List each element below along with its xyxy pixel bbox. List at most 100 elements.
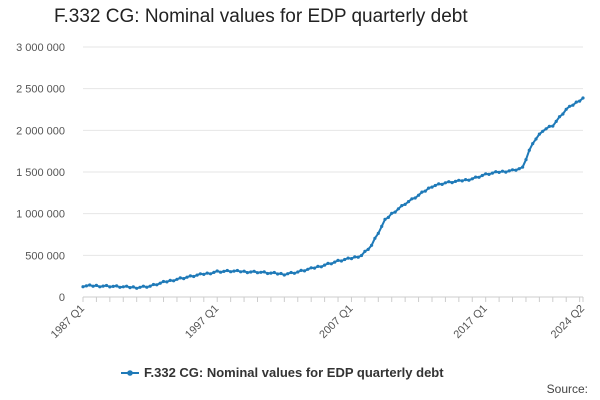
data-point[interactable] (343, 257, 347, 262)
data-point[interactable] (557, 115, 562, 119)
data-point[interactable] (484, 172, 488, 176)
data-point[interactable] (178, 276, 182, 280)
data-point[interactable] (500, 169, 505, 173)
data-point[interactable] (400, 204, 404, 208)
data-point[interactable] (477, 175, 481, 179)
data-point[interactable] (433, 183, 437, 188)
data-point[interactable] (195, 273, 199, 277)
data-point[interactable] (108, 285, 112, 289)
data-point[interactable] (175, 277, 179, 281)
data-point[interactable] (84, 284, 88, 288)
data-point[interactable] (470, 177, 474, 181)
data-point[interactable] (309, 266, 313, 270)
data-point[interactable] (510, 168, 515, 172)
data-point[interactable] (568, 104, 572, 108)
legend-label[interactable]: F.332 CG: Nominal values for EDP quarter… (144, 365, 444, 380)
data-point[interactable] (329, 262, 333, 266)
data-point[interactable] (128, 286, 132, 290)
data-point[interactable] (111, 284, 115, 288)
data-point[interactable] (547, 124, 552, 128)
data-point[interactable] (514, 168, 518, 172)
data-point[interactable] (581, 96, 585, 100)
data-point[interactable] (504, 170, 508, 174)
data-point[interactable] (564, 107, 568, 111)
data-point[interactable] (94, 283, 98, 287)
data-point[interactable] (155, 283, 159, 287)
data-point[interactable] (232, 269, 236, 273)
data-point[interactable] (205, 271, 209, 275)
data-point[interactable] (192, 274, 196, 279)
data-point[interactable] (396, 207, 400, 211)
data-point[interactable] (420, 190, 424, 194)
data-point[interactable] (571, 103, 575, 107)
data-point[interactable] (464, 178, 468, 182)
data-point[interactable] (292, 271, 296, 275)
data-point[interactable] (172, 279, 176, 283)
data-point[interactable] (185, 275, 189, 279)
data-point[interactable] (541, 129, 545, 133)
data-point[interactable] (219, 270, 223, 274)
data-point[interactable] (252, 269, 256, 273)
data-point[interactable] (138, 285, 142, 289)
data-point[interactable] (450, 181, 454, 185)
data-point[interactable] (269, 271, 273, 275)
data-point[interactable] (410, 197, 414, 201)
data-point[interactable] (474, 175, 478, 179)
legend[interactable]: F.332 CG: Nominal values for EDP quarter… (121, 365, 444, 380)
data-point[interactable] (101, 284, 105, 288)
data-point[interactable] (524, 158, 528, 162)
data-point[interactable] (531, 142, 535, 146)
data-point[interactable] (554, 119, 558, 123)
data-point[interactable] (299, 268, 303, 272)
data-point[interactable] (98, 285, 102, 289)
data-point[interactable] (131, 285, 135, 289)
data-point[interactable] (440, 182, 444, 186)
data-point[interactable] (289, 270, 293, 275)
data-point[interactable] (225, 268, 229, 273)
data-point[interactable] (286, 272, 290, 276)
data-point[interactable] (507, 169, 511, 173)
data-point[interactable] (393, 210, 397, 214)
data-point[interactable] (413, 196, 417, 200)
data-point[interactable] (158, 281, 162, 285)
data-point[interactable] (141, 284, 145, 288)
data-point[interactable] (145, 285, 149, 289)
data-point[interactable] (168, 278, 172, 282)
data-point[interactable] (279, 271, 283, 276)
data-point[interactable] (235, 268, 239, 273)
data-point[interactable] (306, 267, 310, 271)
data-point[interactable] (148, 284, 152, 288)
data-point[interactable] (406, 200, 411, 204)
data-point[interactable] (517, 167, 521, 171)
data-point[interactable] (423, 189, 427, 193)
data-point[interactable] (245, 271, 249, 275)
data-point[interactable] (135, 286, 139, 290)
data-point[interactable] (427, 186, 431, 190)
data-point[interactable] (104, 283, 109, 288)
data-point[interactable] (534, 137, 538, 141)
data-point[interactable] (430, 185, 434, 189)
data-point[interactable] (527, 148, 531, 152)
data-point[interactable] (359, 253, 364, 258)
data-point[interactable] (202, 272, 206, 276)
data-point[interactable] (165, 280, 169, 284)
data-point[interactable] (346, 256, 350, 260)
data-point[interactable] (349, 257, 354, 261)
data-point[interactable] (356, 255, 360, 259)
data-point[interactable] (437, 182, 441, 186)
data-point[interactable] (276, 272, 280, 276)
data-point[interactable] (266, 271, 270, 276)
data-point[interactable] (336, 258, 340, 262)
data-point[interactable] (249, 270, 253, 274)
data-point[interactable] (544, 127, 548, 131)
data-point[interactable] (380, 224, 384, 228)
data-point[interactable] (182, 277, 186, 281)
data-point[interactable] (370, 243, 374, 247)
data-point[interactable] (125, 284, 129, 288)
data-point[interactable] (333, 260, 337, 264)
data-point[interactable] (319, 265, 323, 269)
data-point[interactable] (490, 171, 494, 175)
data-point[interactable] (574, 100, 578, 104)
data-point[interactable] (296, 270, 300, 274)
data-point[interactable] (487, 172, 491, 176)
